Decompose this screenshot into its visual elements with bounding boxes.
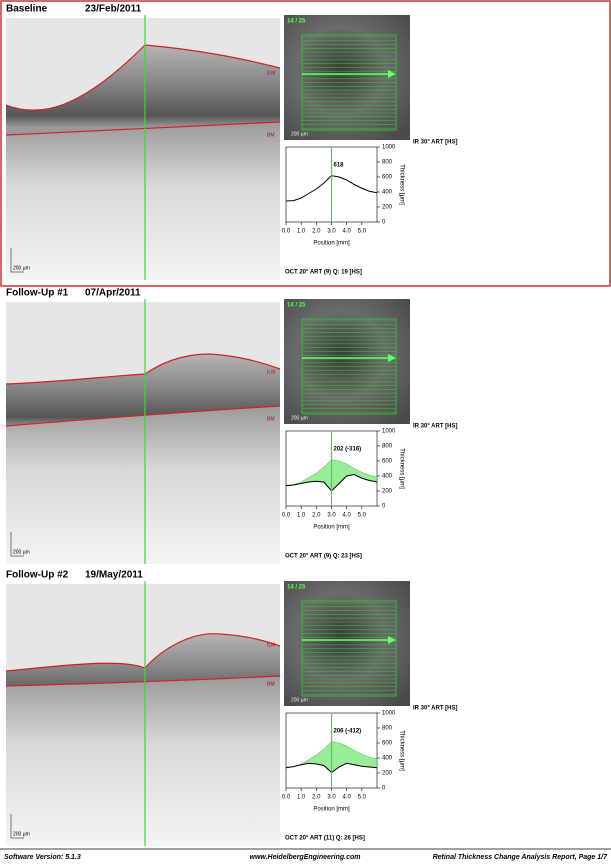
panel: Follow-Up #1 07/Apr/2011 ILM BM 200 µm 14 / 2… [5,288,458,564]
oct-choroid [6,676,280,846]
x-tick-label: 2.0 [312,795,321,801]
y-tick-label: 600 [382,741,393,747]
y-axis-label: Thickness [µm] [398,164,404,205]
fundus-scale: 200 µm [291,131,308,137]
ilm-line [5,353,281,385]
panel: Follow-Up #2 19/May/2011 ILM BM 200 µm 14 / 2… [5,570,458,846]
x-tick-label: 2.0 [312,513,321,519]
x-tick-label: 1.0 [297,229,306,235]
fundus-arrow [388,354,396,362]
fundus-image [284,299,410,424]
y-tick-label: 0 [382,786,386,792]
fundus-scale: 200 µm [291,697,308,703]
x-tick-label: 5.0 [358,513,367,519]
bm-label: BM [267,132,275,138]
oct-scale-label: 200 µm [13,831,30,837]
selection-border [0,0,611,287]
bm-line [5,405,281,427]
x-tick-label: 5.0 [358,229,367,235]
fundus-image [284,581,410,706]
x-tick-label: 2.0 [312,229,321,235]
y-tick-label: 800 [382,726,393,732]
x-tick-label: 5.0 [358,795,367,801]
x-tick-label: 0.0 [282,229,291,235]
y-tick-label: 1000 [382,429,396,435]
x-tick-label: 3.0 [327,795,336,801]
fundus-scale: 200 µm [291,415,308,421]
x-tick-label: 3.0 [327,229,336,235]
bm-label: BM [267,681,275,687]
oct-scale-bar [10,248,24,273]
y-tick-label: 200 [382,205,393,211]
scan-info: OCT 20° ART (9) Q: 19 [HS] [285,270,362,276]
panel: Baseline 23/Feb/2011 ILM BM 200 µm 14 / 25 200… [5,4,458,280]
ilm-label: ILM [267,70,275,76]
fundus-label: IR 30° ART [HS] [413,424,458,430]
panel-title: Follow-Up #1 [6,288,69,299]
y-tick-label: 400 [382,190,393,196]
cursor-annotation: 618 [334,163,345,169]
x-axis-label: Position [mm] [313,807,350,813]
y-tick-label: 1000 [382,711,396,717]
x-tick-label: 1.0 [297,795,306,801]
oct-choroid [6,406,280,564]
y-tick-label: 0 [382,220,386,226]
bm-label: BM [267,416,275,422]
oct-scale-bar [10,814,24,839]
panel-date: 19/May/2011 [85,570,143,581]
x-tick-label: 0.0 [282,513,291,519]
fundus-counter: 14 / 25 [287,585,306,591]
x-axis-label: Position [mm] [313,525,350,531]
x-tick-label: 0.0 [282,795,291,801]
x-tick-label: 1.0 [297,513,306,519]
fundus-label: IR 30° ART [HS] [413,706,458,712]
footer-center: www.HeidelbergEngineering.com [250,854,361,861]
oct-scale-bar [10,532,24,557]
x-tick-label: 3.0 [327,513,336,519]
y-tick-label: 0 [382,504,386,510]
oct-scale-label: 200 µm [13,549,30,555]
fundus-counter: 14 / 25 [287,19,306,25]
fundus-arrow [388,70,396,78]
oct-scale-label: 200 µm [13,265,30,271]
x-tick-label: 4.0 [342,513,351,519]
oct-choroid [6,122,280,280]
footer-left: Software Version: 5.1.3 [4,854,81,861]
panel-title: Baseline [6,4,48,15]
x-axis-label: Position [mm] [313,241,350,247]
fundus-counter: 14 / 25 [287,303,306,309]
fundus-label: IR 30° ART [HS] [413,140,458,146]
y-tick-label: 800 [382,160,393,166]
y-axis-label: Thickness [µm] [398,730,404,771]
bm-line [5,675,281,687]
panel-date: 07/Apr/2011 [85,288,141,299]
bm-line [5,121,281,136]
y-tick-label: 400 [382,756,393,762]
cursor-annotation: 202 (-316) [334,447,362,453]
panel-title: Follow-Up #2 [6,570,69,581]
ilm-line [5,633,281,672]
panel-date: 23/Feb/2011 [85,4,142,15]
x-tick-label: 4.0 [342,229,351,235]
ilm-label: ILM [267,642,275,648]
cursor-annotation: 206 (-412) [334,729,362,735]
scan-info: OCT 20° ART (9) Q: 23 [HS] [285,554,362,560]
y-tick-label: 200 [382,489,393,495]
ilm-label: ILM [267,369,275,375]
y-tick-label: 800 [382,444,393,450]
scan-info: OCT 20° ART (11) Q: 26 [HS] [285,836,365,842]
fundus-arrow [388,636,396,644]
y-axis-label: Thickness [µm] [398,448,404,489]
y-tick-label: 1000 [382,145,396,151]
y-tick-label: 400 [382,474,393,480]
y-tick-label: 600 [382,459,393,465]
fundus-image [284,15,410,140]
y-tick-label: 600 [382,175,393,181]
x-tick-label: 4.0 [342,795,351,801]
footer-right: Retinal Thickness Change Analysis Report… [433,854,609,861]
y-tick-label: 200 [382,771,393,777]
